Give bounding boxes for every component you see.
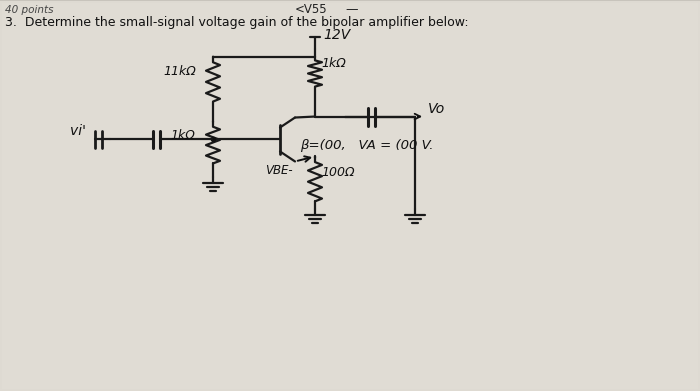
Text: VBE-: VBE- (265, 165, 293, 178)
Text: vi': vi' (70, 124, 86, 138)
Text: Vo: Vo (428, 102, 445, 116)
Text: 11kΩ: 11kΩ (163, 65, 196, 78)
Text: 100Ω: 100Ω (321, 167, 354, 179)
Text: 12V: 12V (323, 28, 350, 42)
Text: 40 points: 40 points (5, 5, 53, 15)
Text: 3.  Determine the small-signal voltage gain of the bipolar amplifier below:: 3. Determine the small-signal voltage ga… (5, 16, 468, 29)
Text: <V55: <V55 (295, 3, 328, 16)
Text: —: — (345, 3, 358, 16)
Text: β=(00,   VA = (00 V.: β=(00, VA = (00 V. (300, 140, 433, 152)
Text: 1kΩ: 1kΩ (321, 57, 346, 70)
Text: 1kΩ: 1kΩ (170, 129, 195, 142)
